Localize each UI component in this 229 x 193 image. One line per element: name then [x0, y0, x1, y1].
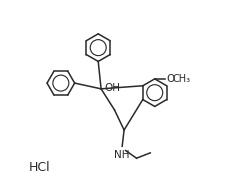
Text: O: O: [166, 74, 174, 84]
Text: HCl: HCl: [29, 161, 51, 174]
Text: CH₃: CH₃: [173, 74, 191, 84]
Text: OH: OH: [104, 83, 120, 93]
Text: NH: NH: [114, 150, 130, 160]
